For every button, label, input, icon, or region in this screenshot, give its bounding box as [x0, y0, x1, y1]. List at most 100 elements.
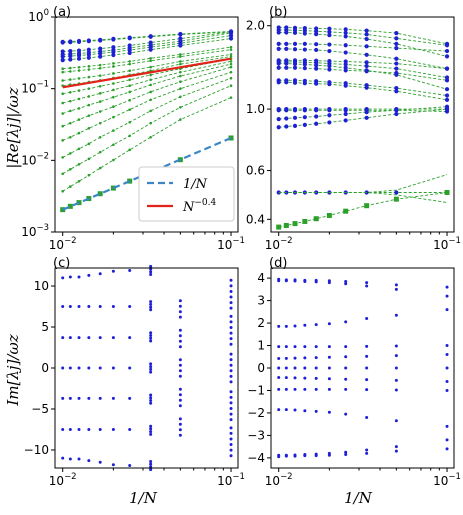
green-dashed-line-a	[62, 31, 232, 52]
green-point-a	[149, 78, 152, 82]
blue-point-b	[302, 66, 307, 71]
blue-eigenvalue-point-d	[394, 344, 398, 348]
green-point-a	[112, 88, 115, 92]
y-tick-label-b: 2.0	[246, 19, 265, 33]
blue-point-a	[228, 36, 234, 41]
blue-eigenvalue-point-c	[178, 369, 182, 373]
green-point-a	[179, 60, 182, 63]
blue-eigenvalue-point-c	[98, 305, 102, 309]
green-point-a	[77, 97, 81, 101]
blue-point-b	[327, 82, 332, 87]
blue-eigenvalue-point-d	[284, 356, 288, 360]
green-point-a	[149, 121, 152, 125]
green-point-a	[61, 92, 65, 96]
blue-eigenvalue-point-d	[344, 279, 348, 283]
blue-point-b	[276, 41, 281, 46]
plot-area-d	[277, 277, 449, 459]
blue-eigenvalue-point-c	[149, 396, 153, 400]
green-dashed-line-a	[62, 66, 232, 127]
blue-point-b	[284, 124, 289, 129]
blue-point-a	[98, 54, 103, 59]
green-point-a	[112, 158, 115, 162]
blue-eigenvalue-point-d	[303, 387, 307, 391]
x-tick-label-a: 10−2	[49, 236, 77, 252]
x-axis-label-right: 1/N	[344, 489, 373, 507]
green-point-a	[77, 163, 81, 166]
green-dashed-line-a	[62, 60, 232, 104]
blue-point-b	[292, 123, 298, 128]
blue-eigenvalue-point-c	[111, 396, 115, 400]
legend-label-power: N−0.4	[182, 198, 217, 215]
green-dashed-line-a	[62, 38, 232, 61]
blue-eigenvalue-point-c	[229, 326, 233, 330]
green-point-a	[149, 65, 152, 69]
blue-eigenvalue-point-d	[365, 284, 369, 288]
blue-eigenvalue-point-c	[77, 275, 81, 279]
y-tick-label-d: 3	[257, 294, 265, 308]
panel-d: 10−2 10−1 −4 −3 −2 −1 0 1 2 3 4 (d)	[247, 256, 461, 488]
green-point-a	[229, 48, 233, 51]
blue-eigenvalue-point-d	[293, 387, 297, 391]
blue-point-b	[327, 42, 332, 47]
blue-eigenvalue-point-d	[277, 345, 281, 349]
blue-eigenvalue-point-c	[229, 448, 233, 452]
blue-eigenvalue-point-d	[365, 415, 369, 419]
blue-eigenvalue-point-d	[303, 409, 307, 413]
blue-eigenvalue-point-c	[149, 462, 153, 466]
green-point-a	[98, 166, 102, 170]
green-point-a	[87, 103, 91, 107]
blue-eigenvalue-point-c	[68, 305, 72, 309]
green-square-b	[283, 222, 289, 228]
blue-eigenvalue-point-d	[394, 366, 398, 370]
blue-eigenvalue-point-c	[149, 302, 153, 306]
blue-eigenvalue-point-d	[394, 354, 398, 358]
blue-point-a	[178, 36, 183, 41]
blue-point-b	[343, 59, 348, 64]
blue-eigenvalue-point-c	[229, 401, 233, 405]
blue-point-b	[327, 26, 332, 31]
green-point-a	[69, 90, 72, 94]
y-tick-label-b: 0.6	[246, 164, 265, 178]
green-point-a	[179, 70, 182, 74]
y-tick-label-d: −3	[247, 428, 265, 442]
blue-eigenvalue-point-d	[284, 345, 288, 349]
green-point-a	[229, 76, 233, 80]
blue-point-b	[394, 31, 399, 36]
x-tick-label-b: 10−2	[265, 236, 293, 252]
blue-eigenvalue-point-d	[365, 281, 369, 285]
blue-eigenvalue-point-c	[178, 299, 182, 303]
green-point-a	[87, 68, 91, 71]
blue-point-b	[394, 41, 399, 46]
blue-point-b	[394, 111, 399, 117]
blue-eigenvalue-point-c	[229, 284, 233, 288]
blue-eigenvalue-point-c	[229, 278, 233, 282]
blue-eigenvalue-point-d	[293, 356, 297, 360]
green-point-a	[112, 72, 115, 75]
blue-point-b	[284, 108, 289, 113]
blue-eigenvalue-point-c	[77, 427, 81, 431]
blue-eigenvalue-point-d	[445, 344, 449, 348]
green-point-a	[229, 70, 233, 74]
green-point-a	[77, 147, 81, 151]
green-point-a	[179, 105, 182, 109]
blue-eigenvalue-point-c	[98, 366, 102, 370]
green-point-a	[87, 95, 91, 98]
plot-frame-d	[270, 267, 455, 469]
blue-point-b	[394, 36, 399, 41]
blue-point-b	[327, 120, 332, 125]
blue-point-a	[76, 38, 82, 44]
blue-point-b	[276, 30, 281, 35]
x-tick-label-a: 10−1	[217, 236, 245, 252]
blue-eigenvalue-point-d	[293, 279, 297, 283]
blue-eigenvalue-point-d	[277, 387, 281, 391]
blue-eigenvalue-point-c	[229, 454, 233, 458]
green-point-a	[69, 135, 72, 139]
panel-label-a: (a)	[53, 5, 71, 20]
green-point-a	[128, 60, 131, 63]
blue-eigenvalue-point-c	[178, 404, 182, 408]
plot-frame-c	[54, 267, 239, 469]
legend-label-1-over-n: 1/N	[183, 177, 208, 192]
blue-point-b	[444, 66, 450, 71]
blue-eigenvalue-point-d	[293, 454, 297, 458]
